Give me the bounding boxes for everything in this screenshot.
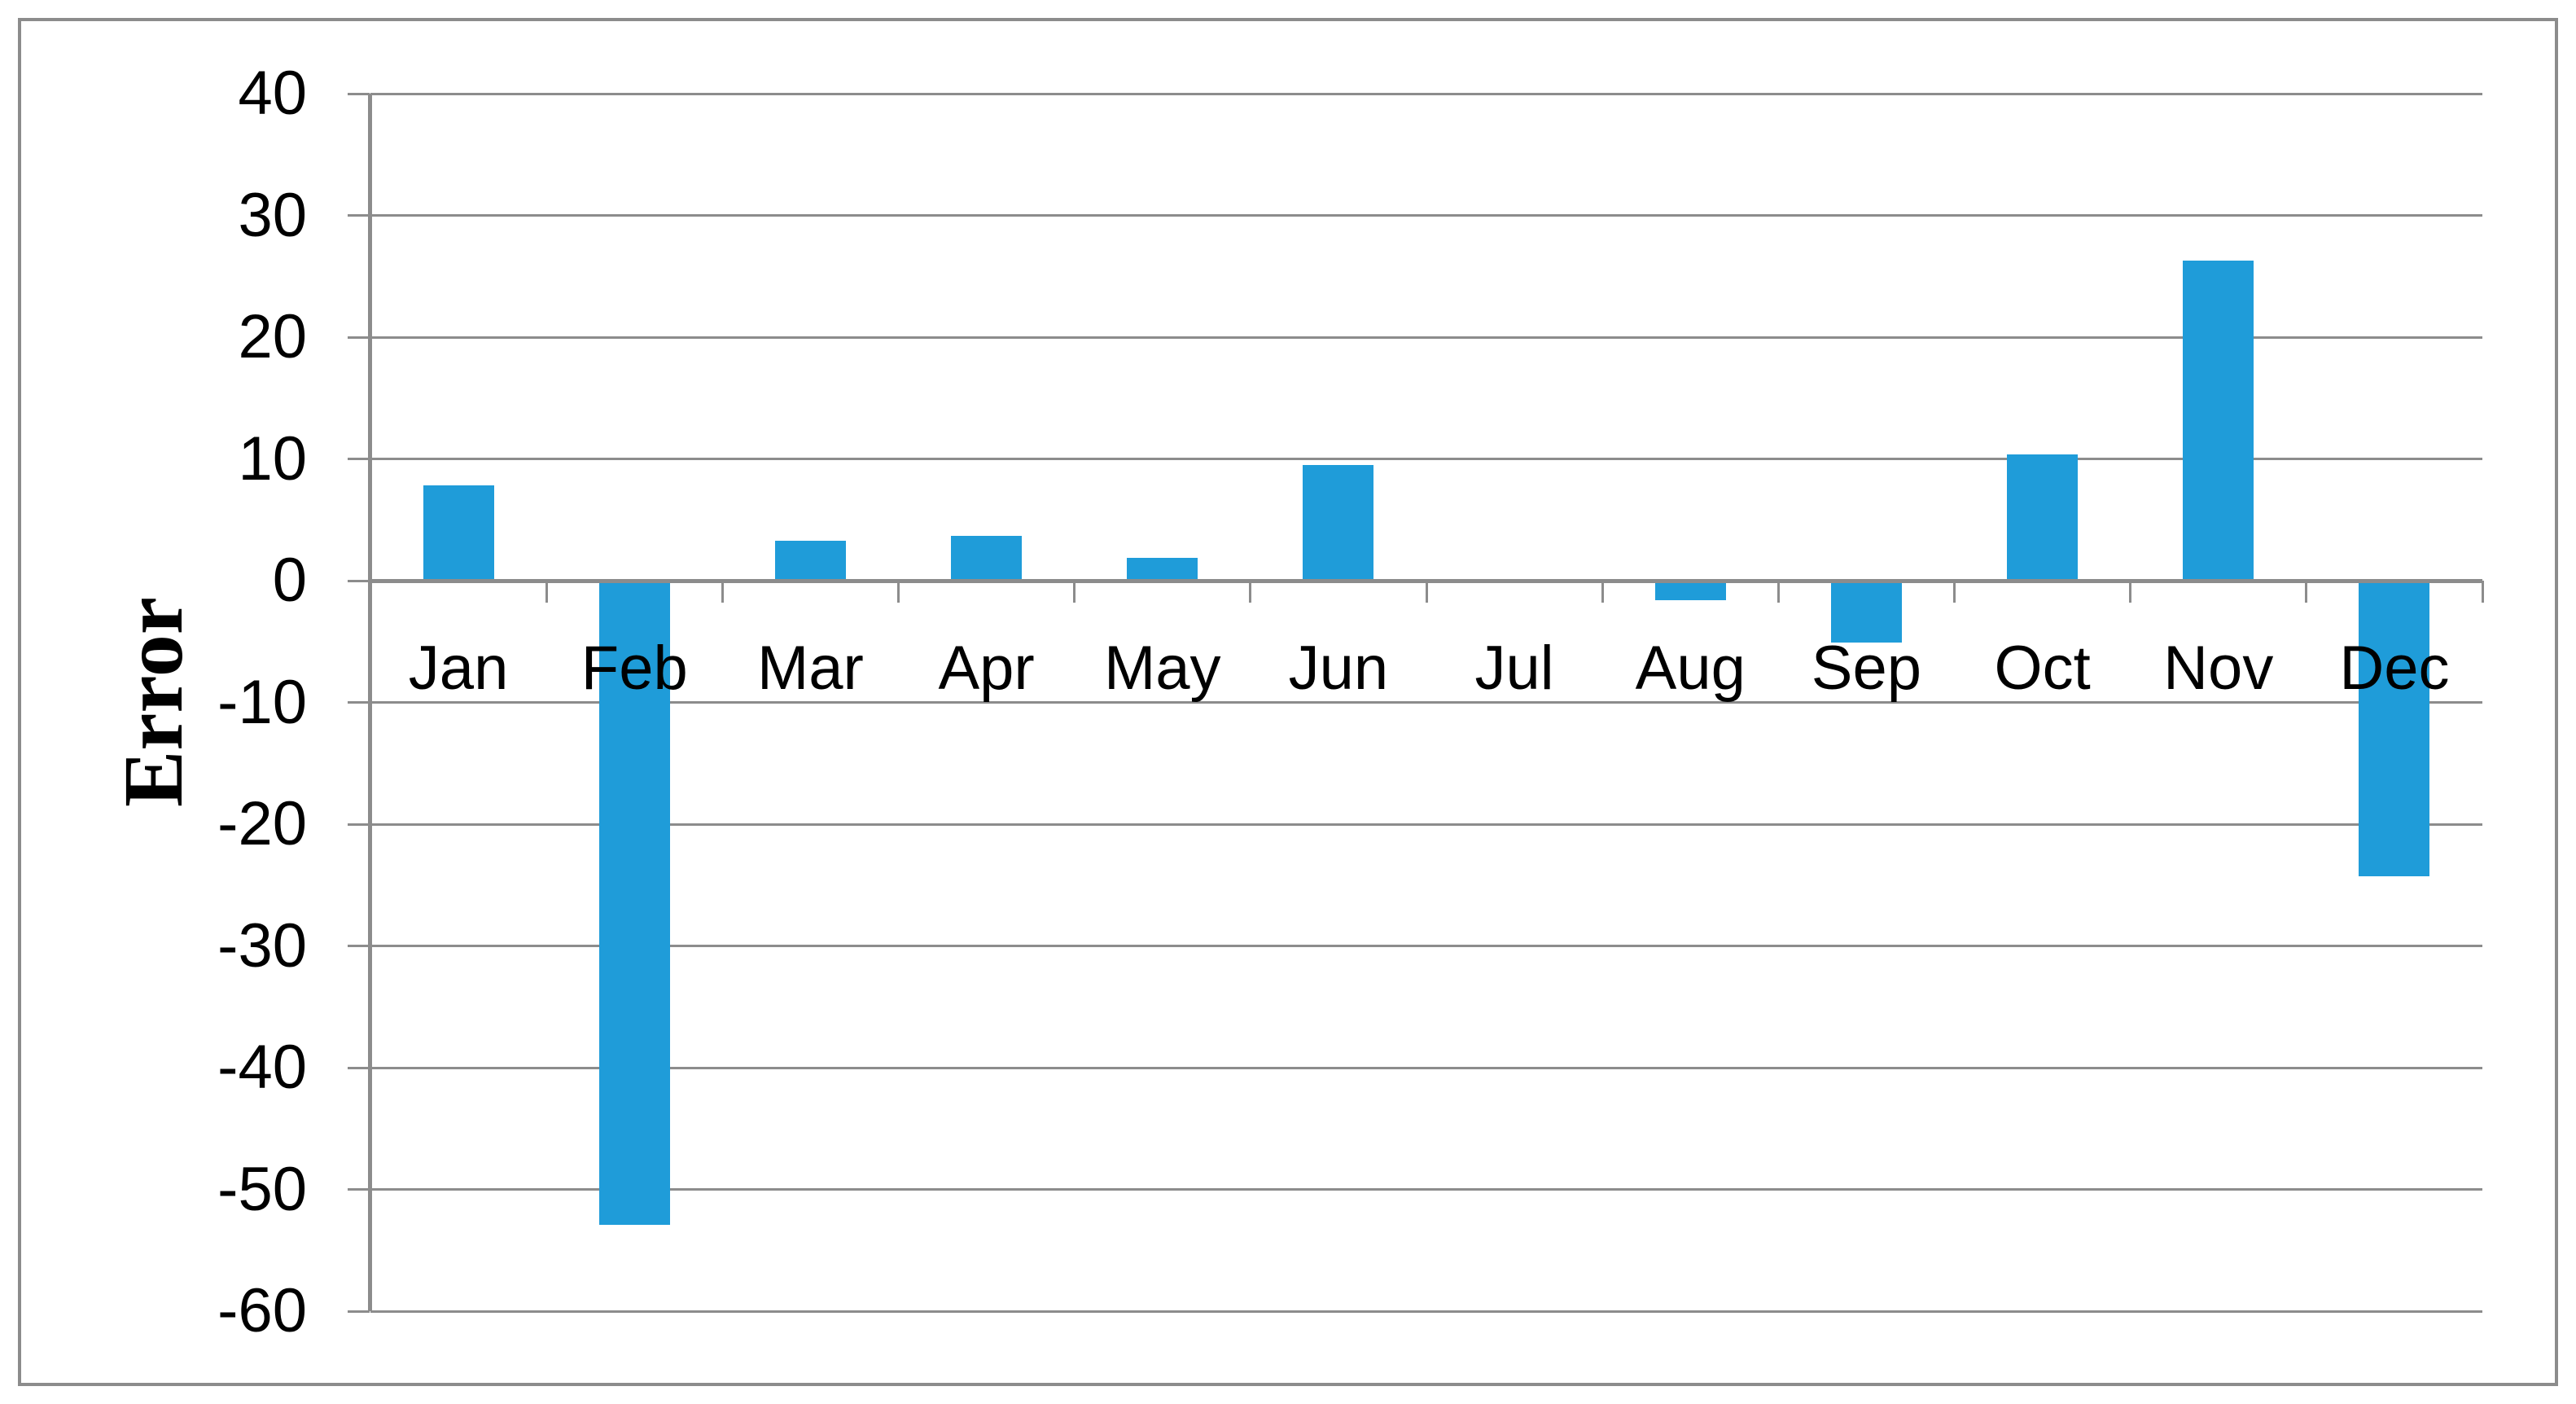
y-tick (348, 336, 370, 339)
y-gridline (370, 214, 2482, 217)
y-tick (348, 579, 370, 582)
bar-jan (423, 485, 494, 581)
y-gridline (370, 823, 2482, 826)
y-tick-label: -60 (217, 1276, 307, 1345)
y-tick-label: 40 (238, 59, 307, 128)
figure-border (18, 18, 2558, 1386)
y-gridline (370, 1066, 2482, 1069)
x-category-label: Dec (2339, 633, 2450, 703)
x-tick (1425, 581, 1428, 603)
plot-area (348, 92, 2484, 1313)
x-tick (2481, 581, 2484, 603)
y-tick (348, 458, 370, 460)
bar-may (1127, 557, 1198, 581)
x-tick (2305, 581, 2308, 603)
bar-aug (1654, 581, 1726, 600)
x-category-label: Jan (408, 633, 509, 703)
y-gridline (370, 92, 2482, 95)
x-tick (545, 581, 548, 603)
y-tick-label: -10 (217, 667, 307, 737)
y-gridline (370, 701, 2482, 704)
y-tick (348, 823, 370, 826)
x-category-label: Apr (938, 633, 1035, 703)
y-tick-label: 30 (238, 180, 307, 250)
x-tick (369, 581, 372, 603)
x-tick (1601, 581, 1604, 603)
y-tick-label: -50 (217, 1154, 307, 1224)
y-tick-label: -30 (217, 910, 307, 981)
y-tick-label: -20 (217, 789, 307, 858)
y-gridline (370, 1310, 2482, 1313)
x-tick (1073, 581, 1076, 603)
y-tick-label: 0 (272, 546, 307, 615)
bar-mar (774, 540, 846, 581)
y-tick-label: -40 (217, 1033, 307, 1102)
x-category-label: Jul (1474, 633, 1554, 703)
bar-oct (2007, 454, 2079, 581)
x-category-label: May (1103, 633, 1221, 703)
y-gridline (370, 336, 2482, 339)
x-category-label: Aug (1635, 633, 1746, 703)
x-tick (1953, 581, 1956, 603)
y-gridline (370, 945, 2482, 947)
x-tick (1776, 581, 1780, 603)
bar-dec (2359, 581, 2430, 877)
bar-sep (1830, 581, 1902, 643)
y-tick (348, 92, 370, 95)
bar-nov (2183, 260, 2254, 581)
y-tick (348, 214, 370, 217)
x-tick (721, 581, 724, 603)
bar-jun (1303, 464, 1374, 581)
x-category-label: Oct (1994, 633, 2091, 703)
x-tick (897, 581, 900, 603)
y-tick (348, 1188, 370, 1191)
x-tick (2129, 581, 2132, 603)
y-tick (348, 1066, 370, 1069)
x-category-label: Nov (2163, 633, 2274, 703)
x-category-label: Mar (756, 633, 864, 703)
x-tick (1249, 581, 1252, 603)
bar-apr (951, 535, 1023, 581)
x-category-label: Jun (1288, 633, 1389, 703)
x-category-label: Feb (580, 633, 688, 703)
bar-feb (598, 581, 670, 1225)
y-tick (348, 945, 370, 947)
y-gridline (370, 458, 2482, 460)
y-gridline (370, 1188, 2482, 1191)
y-tick-label: 20 (238, 302, 307, 371)
y-tick (348, 701, 370, 704)
y-tick (348, 1310, 370, 1313)
y-axis-line (368, 94, 372, 1311)
y-tick-label: 10 (238, 423, 307, 494)
x-category-label: Sep (1811, 633, 1922, 703)
